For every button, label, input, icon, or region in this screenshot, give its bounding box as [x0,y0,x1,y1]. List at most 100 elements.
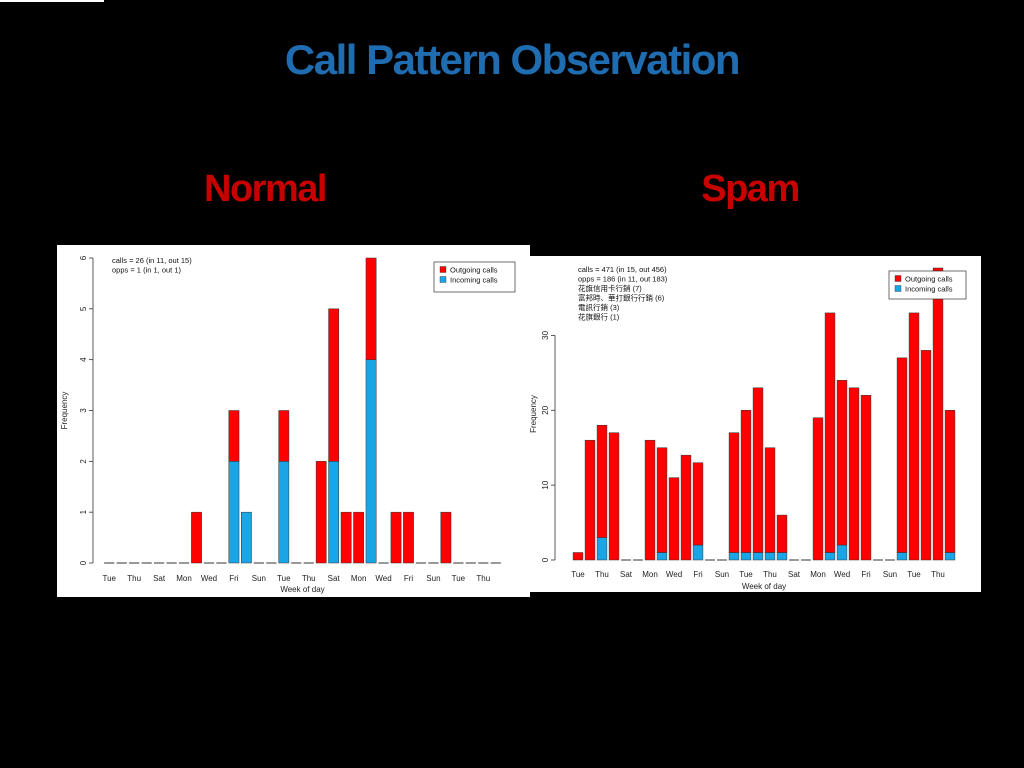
outgoing-bar [228,410,240,462]
x-tick-label: Sat [788,570,801,579]
outgoing-bar [812,417,824,561]
x-tick-label: Wed [201,574,217,583]
outgoing-bar [596,424,608,538]
outgoing-bar [752,387,764,553]
outgoing-bar [728,432,740,553]
info-line: 花旗信用卡行銷 (7) [578,283,642,293]
incoming-bar [278,461,290,564]
y-tick-label: 6 [79,255,88,260]
outgoing-bar [315,461,327,564]
x-tick-label: Thu [476,574,490,583]
outgoing-bar [740,410,752,553]
page-title: Call Pattern Observation [284,36,741,83]
y-tick-label: 5 [79,306,88,311]
x-tick-label: Tue [102,574,116,583]
outgoing-bar [692,462,704,546]
normal-chart-panel: 0 1 2 3 4 5 6 Frequency Tue Thu Sat Mon Wed Fri Sun Tue… [57,245,530,597]
x-axis-label: Week of day [280,585,324,594]
legend-entry: Outgoing calls [450,266,498,275]
outgoing-bar [353,511,364,564]
x-tick-label: Sun [252,574,266,583]
info-line: opps = 186 (in 11, out 183) [578,275,668,284]
x-tick-label: Sun [883,570,897,579]
outgoing-bar [944,410,956,553]
x-tick-label: Tue [739,570,753,579]
incoming-bar [692,544,704,561]
spam-chart: 0 10 20 30 Frequency Tue Thu Sat Mon Wed Fri Sun Tue… [530,265,967,591]
x-tick-label: Thu [302,574,316,583]
outgoing-bar [824,312,836,553]
x-tick-label: Wed [834,570,850,579]
incoming-bar [776,552,788,561]
y-tick-label: 20 [541,405,550,414]
x-tick-label: Thu [931,570,945,579]
outgoing-bar [608,432,620,561]
incoming-bar [944,552,956,561]
outgoing-bar [908,312,920,561]
x-tick-label: Tue [452,574,466,583]
outgoing-bar [340,511,352,564]
y-axis-label: Frequency [530,395,538,433]
x-tick-label: Thu [127,574,141,583]
outgoing-bar [896,357,908,553]
y-axis-label: Frequency [60,392,69,430]
legend-box [433,261,516,293]
info-line: calls = 471 (in 15, out 456) [578,265,667,274]
x-tick-label: Fri [229,574,239,583]
incoming-bar [752,552,764,561]
spam-chart-label: Spam [701,168,800,210]
outgoing-bar [572,552,584,561]
y-tick-label: 10 [541,480,550,489]
x-tick-label: Sat [328,574,341,583]
legend-swatch [439,276,447,283]
outgoing-bar [920,350,932,561]
info-line: 電訊行銷 (3) [578,302,620,312]
outgoing-bar [776,514,788,553]
x-tick-label: Tue [571,570,585,579]
outgoing-bar [440,511,452,564]
x-tick-label: Fri [693,570,703,579]
y-tick-label: 4 [79,357,88,362]
x-tick-label: Fri [404,574,414,583]
x-tick-label: Wed [666,570,682,579]
x-tick-label: Tue [907,570,921,579]
x-tick-label: Sun [715,570,729,579]
spam-chart-panel: 0 10 20 30 Frequency Tue Thu Sat Mon Wed Fri Sun Tue… [530,256,981,592]
corner-line [0,0,104,2]
outgoing-bar [191,511,202,564]
legend-entry: Incoming calls [905,285,953,294]
outgoing-bar [848,387,860,561]
y-tick-label: 30 [541,330,550,339]
info-line: 富邦時、華打銀行行銷 (6) [578,293,665,303]
x-tick-label: Mon [351,574,367,583]
x-tick-label: Thu [763,570,777,579]
incoming-bar [656,552,668,561]
outgoing-bar [644,439,656,561]
incoming-bar [764,552,776,561]
incoming-bar [896,552,908,561]
info-line: opps = 1 (in 1, out 1) [112,266,182,275]
x-tick-label: Wed [375,574,391,583]
x-tick-label: Thu [595,570,609,579]
legend-swatch [894,285,902,292]
outgoing-bar [680,454,692,561]
incoming-bar [740,552,752,561]
legend-swatch [894,275,902,282]
info-line: 花旗銀行 (1) [578,312,620,322]
outgoing-bar [584,439,596,561]
outgoing-bar [668,477,680,561]
normal-chart-label: Normal [204,168,327,210]
legend-swatch [439,266,447,273]
legend-entry: Incoming calls [450,276,498,285]
outgoing-bar [932,267,944,561]
x-tick-label: Sat [153,574,166,583]
outgoing-bar [836,380,848,546]
outgoing-bar [278,410,290,462]
x-tick-label: Mon [176,574,192,583]
outgoing-bar [764,447,776,553]
outgoing-bar [365,257,377,360]
incoming-bar [365,359,377,564]
normal-chart: 0 1 2 3 4 5 6 Frequency Tue Thu Sat Mon Wed Fri Sun Tue… [60,255,516,594]
outgoing-bar [328,308,340,462]
incoming-bar [228,461,240,564]
